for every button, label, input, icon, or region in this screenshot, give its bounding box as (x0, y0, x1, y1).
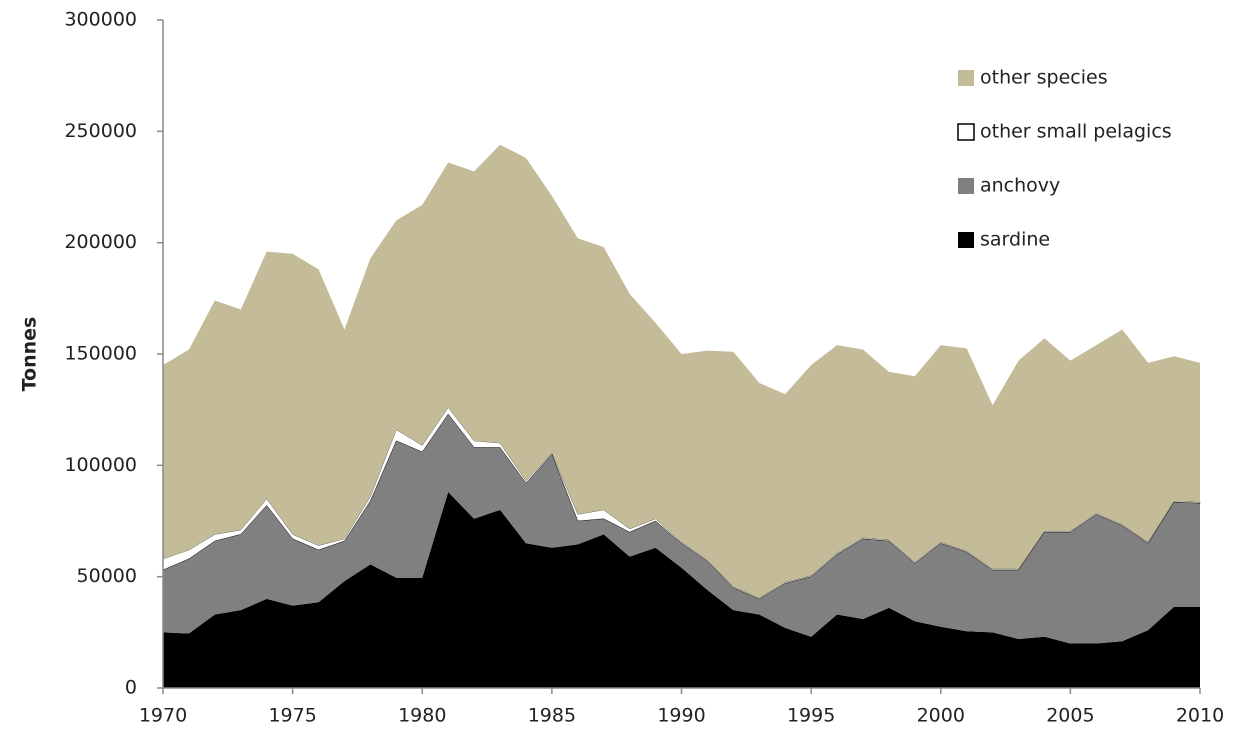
y-tick-label: 150000 (64, 343, 137, 365)
x-tick-label: 1995 (787, 705, 835, 727)
x-tick-label: 1990 (657, 705, 705, 727)
area (163, 414, 1200, 644)
x-tick-label: 1970 (139, 705, 187, 727)
y-tick-label: 200000 (64, 231, 137, 253)
legend-label: sardine (980, 229, 1050, 251)
x-tick-label: 2005 (1046, 705, 1094, 727)
legend-swatch (958, 178, 974, 194)
legend-swatch (958, 70, 974, 86)
area (162, 407, 1201, 600)
legend-label: other small pelagics (980, 121, 1172, 143)
legend-swatch (957, 123, 975, 141)
x-tick-label: 2010 (1176, 705, 1224, 727)
legend-label: anchovy (980, 175, 1060, 197)
y-tick-label: 250000 (64, 120, 137, 142)
x-tick-label: 2000 (917, 705, 965, 727)
legend-swatch (958, 232, 974, 248)
y-tick-label: 0 (125, 677, 137, 699)
x-tick-label: 1975 (268, 705, 316, 727)
x-tick-label: 1980 (398, 705, 446, 727)
area (163, 144, 1200, 598)
y-tick-label: 300000 (64, 9, 137, 31)
y-tick-label: 100000 (64, 454, 137, 476)
legend-label: other species (980, 67, 1108, 89)
x-tick-label: 1985 (528, 705, 576, 727)
y-tick-label: 50000 (77, 565, 137, 587)
area (163, 492, 1200, 688)
y-axis-label: Tonnes (19, 317, 41, 392)
